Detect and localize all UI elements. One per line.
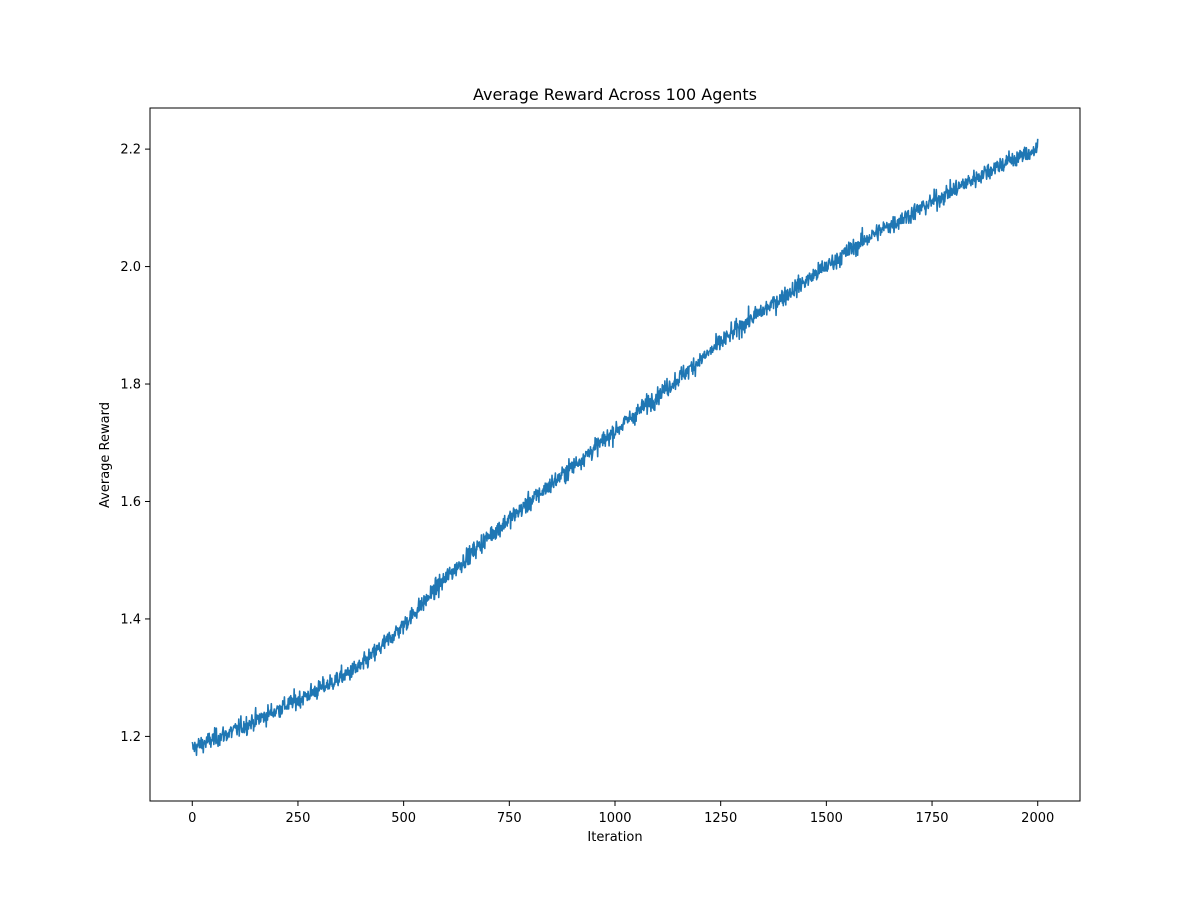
- y-tick-label: 2.0: [120, 260, 141, 275]
- x-axis-label: Iteration: [587, 830, 642, 845]
- x-tick-label: 500: [391, 811, 416, 826]
- y-axis-label: Average Reward: [98, 402, 113, 508]
- x-tick-label: 750: [497, 811, 522, 826]
- chart-title: Average Reward Across 100 Agents: [473, 85, 757, 104]
- x-tick-label: 0: [188, 811, 196, 826]
- y-axis-ticks: 1.2 1.4 1.6 1.8 2.0 2.2: [120, 143, 150, 745]
- x-tick-label: 1750: [915, 811, 948, 826]
- series-line: [191, 138, 1039, 757]
- x-tick-label: 2000: [1021, 811, 1054, 826]
- y-tick-label: 1.2: [120, 730, 141, 745]
- x-tick-label: 250: [286, 811, 311, 826]
- y-tick-label: 1.4: [120, 612, 141, 627]
- x-tick-label: 1500: [810, 811, 843, 826]
- plot-area: [191, 138, 1039, 757]
- y-tick-label: 2.2: [120, 143, 141, 158]
- x-axis-ticks: 0 250 500 750 1000 1250 1500 1750 2000: [188, 801, 1054, 826]
- x-tick-label: 1250: [704, 811, 737, 826]
- x-tick-label: 1000: [598, 811, 631, 826]
- y-tick-label: 1.6: [120, 495, 141, 510]
- y-tick-label: 1.8: [120, 378, 141, 393]
